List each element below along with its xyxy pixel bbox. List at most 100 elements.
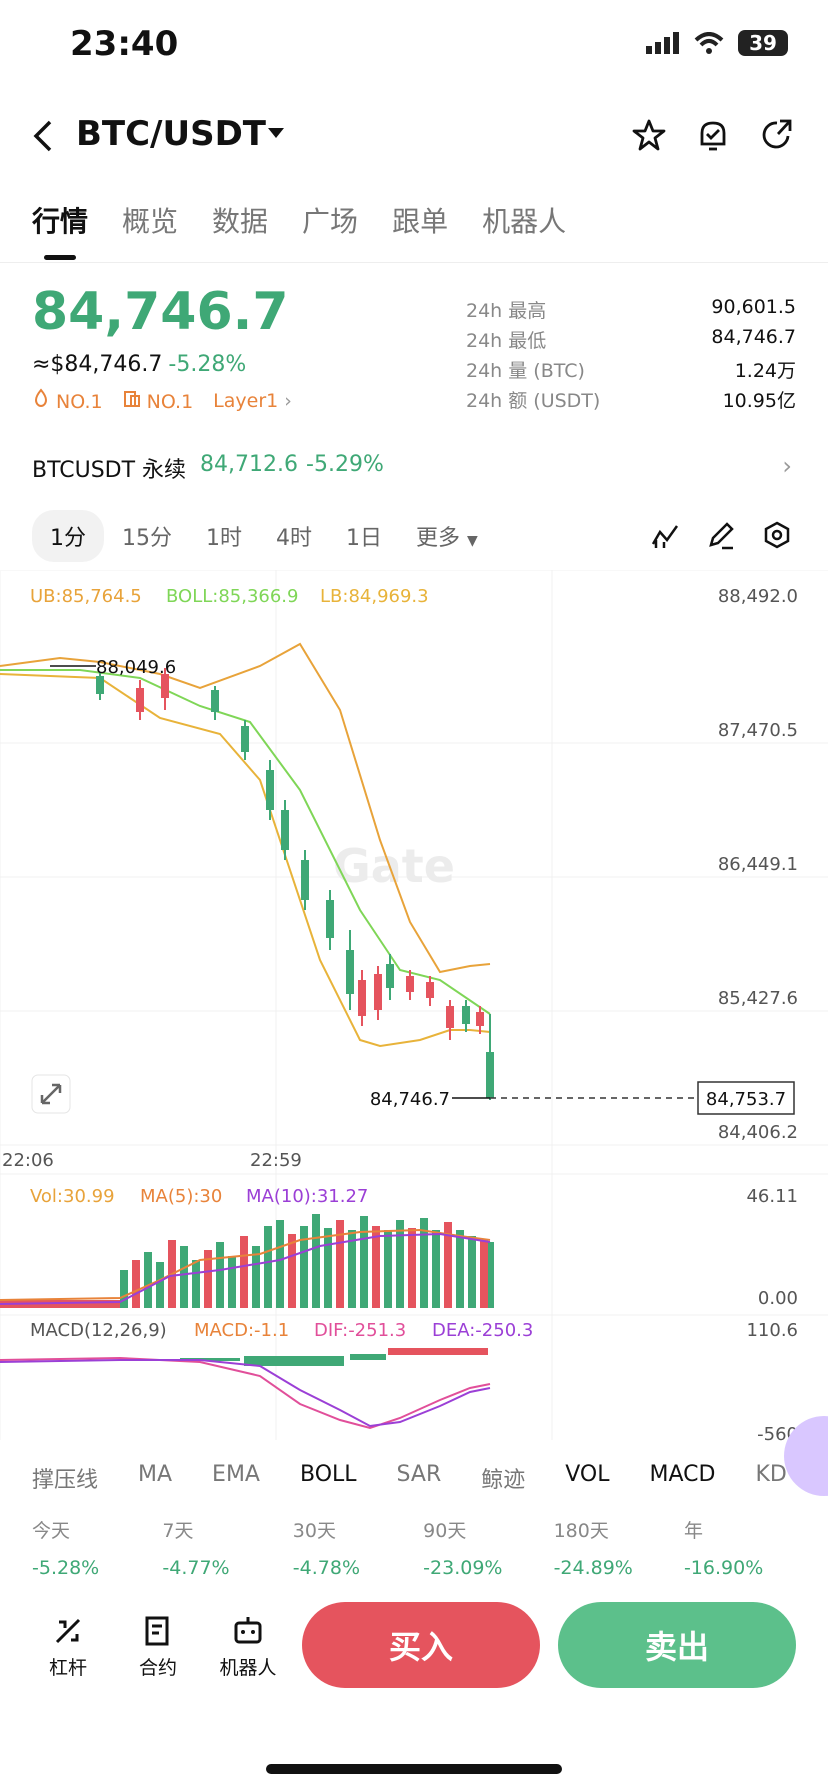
- cube-icon: [123, 391, 140, 407]
- back-icon[interactable]: [30, 118, 56, 154]
- interval-1m[interactable]: 1分: [32, 510, 104, 562]
- y-tick: 84,406.2: [718, 1122, 798, 1143]
- robot-icon: [234, 1617, 262, 1644]
- macd-histogram: [180, 1348, 488, 1366]
- chart-tools: [650, 520, 792, 550]
- perf-change: -24.89%: [553, 1557, 633, 1579]
- perf-period: 180天: [553, 1520, 609, 1542]
- robot-label: 机器人: [219, 1657, 277, 1679]
- tab-market[interactable]: 行情: [32, 205, 89, 238]
- macd-max-label: 110.6: [746, 1320, 798, 1341]
- perf-period: 30天: [292, 1520, 336, 1542]
- indicator-support-resistance[interactable]: 撑压线: [32, 1468, 99, 1493]
- vol-max-label: 46.11: [746, 1186, 798, 1207]
- dif-value: DIF:-251.3: [314, 1320, 406, 1341]
- x-tick: 22:59: [250, 1150, 302, 1171]
- contract-icon: [145, 1616, 169, 1646]
- nav-actions: [632, 118, 794, 152]
- expand-icon[interactable]: [31, 1074, 71, 1114]
- indicator-kd[interactable]: KD: [755, 1462, 787, 1487]
- indicator-boll[interactable]: BOLL: [299, 1462, 357, 1487]
- home-indicator: [266, 1764, 562, 1774]
- perf-year: 年 -16.90%: [684, 1516, 802, 1579]
- indicator-vol[interactable]: VOL: [565, 1462, 610, 1487]
- pencil-icon[interactable]: [706, 520, 736, 550]
- leverage-label: 杠杆: [48, 1657, 87, 1679]
- perpetual-row[interactable]: BTCUSDT 永续 84,712.6 -5.29%: [32, 452, 384, 484]
- leverage-icon: [55, 1618, 81, 1644]
- interval-15m[interactable]: 15分: [122, 526, 172, 551]
- stat-label: 24h 最高: [466, 300, 547, 322]
- marketcap-rank-badge[interactable]: NO.1: [123, 388, 193, 413]
- stat-label: 24h 量 (BTC): [466, 360, 585, 382]
- hot-rank-badge[interactable]: NO.1: [32, 388, 103, 413]
- perf-period: 7天: [162, 1520, 194, 1542]
- interval-more[interactable]: 更多 ▼: [416, 520, 478, 552]
- sector-badge[interactable]: Layer1 ›: [213, 390, 292, 412]
- stat-value: 90,601.5: [711, 296, 796, 318]
- y-tick: 88,492.0: [718, 586, 798, 607]
- perf-90d: 90天 -23.09%: [423, 1516, 541, 1579]
- leverage-button[interactable]: 杠杆: [28, 1614, 108, 1680]
- caret-down-icon: ▼: [467, 533, 478, 549]
- wifi-icon: [694, 32, 724, 54]
- price-alert-bell-icon[interactable]: [696, 118, 730, 152]
- settings-icon[interactable]: [762, 520, 792, 550]
- flame-icon: [34, 388, 48, 407]
- y-tick: 85,427.6: [718, 988, 798, 1009]
- indicator-macd[interactable]: MACD: [649, 1462, 716, 1487]
- tab-data[interactable]: 数据: [212, 205, 269, 238]
- interval-1h[interactable]: 1时: [206, 526, 242, 551]
- vol-label: Vol:30.99: [30, 1186, 115, 1207]
- low-marker: 84,746.7: [370, 1089, 450, 1110]
- stat-label: 24h 额 (USDT): [466, 390, 601, 412]
- stat-value: 1.24万: [734, 360, 796, 382]
- indicator-ema[interactable]: EMA: [212, 1462, 260, 1487]
- contract-button[interactable]: 合约: [118, 1614, 198, 1680]
- high-marker: 88,049.6: [96, 657, 176, 678]
- perf-period: 今天: [32, 1520, 71, 1542]
- perf-period: 90天: [423, 1520, 467, 1542]
- indicator-icon[interactable]: [650, 520, 680, 550]
- robot-button[interactable]: 机器人: [208, 1614, 288, 1680]
- boll-ub-label: UB:85,764.5: [30, 586, 142, 607]
- dea-value: DEA:-250.3: [432, 1320, 533, 1341]
- share-icon[interactable]: [760, 118, 794, 152]
- perpetual-name: BTCUSDT 永续: [32, 458, 187, 483]
- candles: [96, 668, 494, 1100]
- interval-1d[interactable]: 1日: [346, 526, 382, 551]
- pair-title[interactable]: BTC/USDT: [76, 114, 266, 154]
- stat-value: 10.95亿: [722, 390, 796, 412]
- chevron-down-icon[interactable]: [268, 128, 284, 140]
- indicator-whale[interactable]: 鲸迹: [481, 1468, 526, 1493]
- vol-min-label: 0.00: [758, 1288, 798, 1309]
- interval-4h[interactable]: 4时: [276, 526, 312, 551]
- rank-badges: NO.1 NO.1 Layer1 ›: [32, 388, 292, 413]
- tab-copy-trade[interactable]: 跟单: [392, 205, 449, 238]
- sector-label: Layer1: [213, 389, 279, 412]
- buy-button[interactable]: 买入: [302, 1602, 540, 1688]
- tab-overview[interactable]: 概览: [122, 205, 179, 238]
- chevron-right-icon[interactable]: ›: [782, 452, 792, 480]
- volume-bars: [0, 1214, 494, 1308]
- usd-price: ≈$84,746.7: [32, 352, 163, 377]
- battery-indicator: 39: [738, 30, 788, 56]
- interval-selector: 1分 15分 1时 4时 1日 更多 ▼: [32, 510, 478, 562]
- sell-button[interactable]: 卖出: [558, 1602, 796, 1688]
- perf-7d: 7天 -4.77%: [162, 1516, 280, 1579]
- tab-robot[interactable]: 机器人: [482, 205, 567, 238]
- watermark: Gate: [333, 839, 455, 893]
- star-icon[interactable]: [632, 118, 666, 152]
- indicator-ma[interactable]: MA: [138, 1462, 173, 1487]
- current-price-tag: [697, 1081, 795, 1115]
- perpetual-price: 84,712.6: [200, 452, 299, 477]
- x-tick: 22:06: [2, 1150, 54, 1171]
- chevron-right-icon: ›: [284, 389, 292, 412]
- contract-label: 合约: [138, 1657, 177, 1679]
- kline-chart[interactable]: UB:85,764.5 BOLL:85,366.9 LB:84,969.3 88…: [0, 570, 828, 1450]
- stats-24h: 24h 最高 90,601.5 24h 最低 84,746.7 24h 量 (BTC…: [466, 296, 796, 416]
- perf-change: -23.09%: [423, 1557, 503, 1579]
- indicator-sar[interactable]: SAR: [396, 1462, 442, 1487]
- tab-square[interactable]: 广场: [302, 205, 359, 238]
- indicator-bar: 撑压线 MA EMA BOLL SAR 鲸迹 VOL MACD KD: [32, 1462, 787, 1494]
